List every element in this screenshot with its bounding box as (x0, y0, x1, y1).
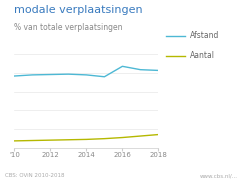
Text: Afstand: Afstand (190, 31, 219, 40)
Text: www.cbs.nl/...: www.cbs.nl/... (200, 173, 238, 178)
Text: Aantal: Aantal (190, 51, 215, 60)
Text: % van totale verplaatsingen: % van totale verplaatsingen (14, 23, 123, 32)
Text: modale verplaatsingen: modale verplaatsingen (14, 5, 143, 15)
Text: CBS: OViN 2010-2018: CBS: OViN 2010-2018 (5, 173, 64, 178)
